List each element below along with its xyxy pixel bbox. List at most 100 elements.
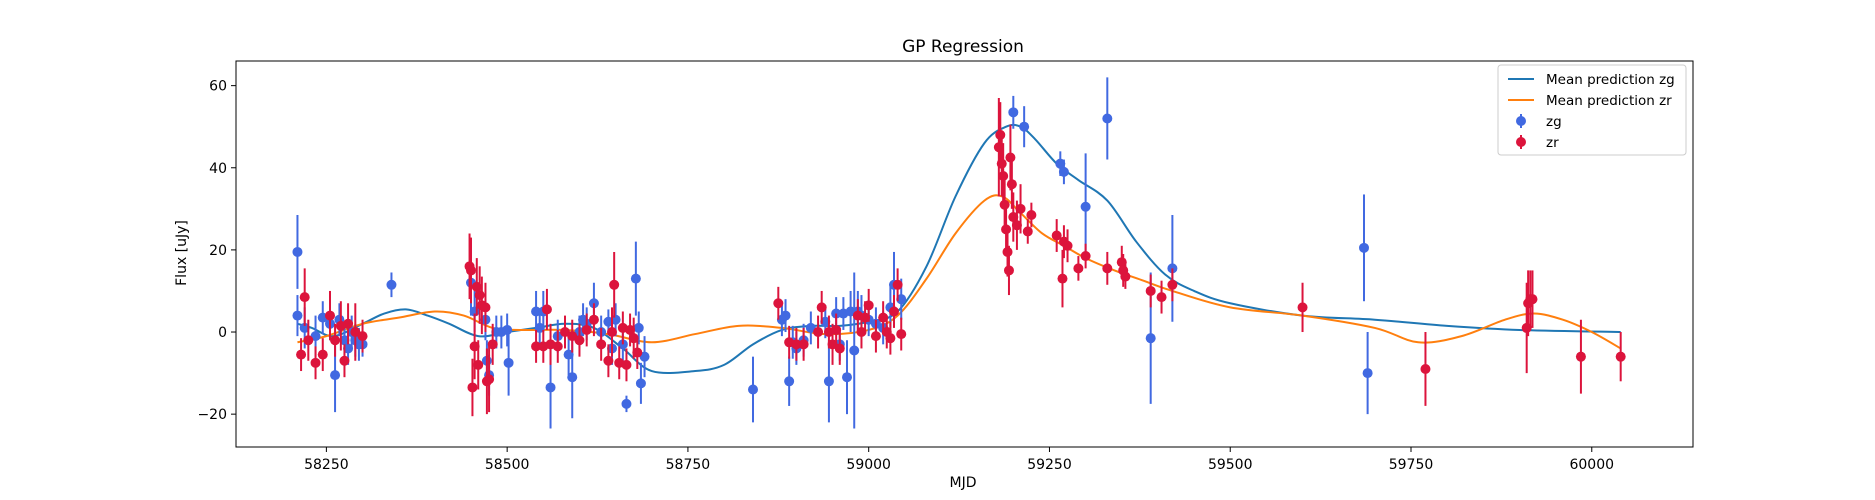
data-point: [467, 382, 478, 393]
x-tick-label: 59250: [1027, 457, 1072, 473]
data-point: [823, 376, 834, 387]
data-point: [885, 333, 896, 344]
x-tick-label: 58750: [666, 457, 711, 473]
data-point: [816, 302, 827, 313]
data-point: [863, 300, 874, 311]
data-point: [1015, 203, 1026, 214]
data-point: [343, 318, 354, 329]
data-point: [635, 378, 646, 389]
data-point: [531, 306, 542, 317]
data-point: [1080, 251, 1091, 262]
data-point: [343, 343, 354, 354]
data-point: [896, 294, 907, 305]
data-point: [1521, 322, 1532, 333]
data-point: [1026, 209, 1037, 220]
data-point: [1080, 201, 1091, 212]
legend-label: Mean prediction zr: [1546, 93, 1672, 109]
data-point: [531, 341, 542, 352]
data-point: [1102, 113, 1113, 124]
data-point: [849, 345, 860, 356]
data-point: [995, 129, 1006, 140]
data-point: [1073, 263, 1084, 274]
y-tick-label: 60: [209, 79, 227, 95]
data-point: [1102, 263, 1113, 274]
x-tick-label: 59000: [846, 457, 891, 473]
data-point: [292, 310, 303, 321]
data-point: [588, 314, 599, 325]
x-axis-label: MJD: [950, 475, 977, 491]
data-point: [303, 335, 314, 346]
x-tick-label: 60000: [1569, 457, 1614, 473]
data-point: [607, 327, 617, 338]
legend-label: Mean prediction zg: [1546, 72, 1675, 88]
data-point: [1002, 246, 1013, 257]
data-point: [563, 349, 574, 360]
data-point: [1062, 240, 1073, 251]
data-point: [1156, 292, 1167, 303]
data-point: [474, 290, 485, 301]
data-point: [820, 316, 831, 327]
data-point: [630, 273, 641, 284]
legend: Mean prediction zg Mean prediction zr zg zr: [1497, 64, 1687, 156]
data-point: [748, 384, 758, 395]
data-point: [581, 324, 592, 335]
data-point: [1055, 158, 1066, 169]
data-point: [502, 324, 513, 335]
data-point: [484, 374, 495, 385]
data-point: [621, 398, 632, 409]
data-point: [552, 341, 563, 352]
data-point: [339, 355, 350, 366]
data-point: [632, 347, 643, 358]
data-point: [628, 333, 639, 344]
data-point: [292, 246, 303, 257]
data-point: [603, 355, 614, 366]
chart-title: GP Regression: [902, 37, 1024, 57]
data-point: [998, 170, 1009, 181]
data-point: [330, 370, 341, 381]
data-point: [609, 279, 620, 290]
x-tick-label: 59750: [1389, 457, 1434, 473]
data-point: [480, 302, 491, 313]
data-point: [299, 322, 310, 333]
plot-frame: [235, 60, 1694, 448]
legend-marker-swatch: [1516, 137, 1526, 147]
data-point: [896, 329, 907, 340]
data-point: [357, 331, 368, 342]
x-tick-label: 59500: [1208, 457, 1253, 473]
data-point: [310, 357, 321, 368]
data-point: [1006, 179, 1017, 190]
data-point: [621, 359, 632, 370]
data-point: [1420, 363, 1431, 374]
data-point: [784, 376, 795, 387]
data-point: [534, 322, 545, 333]
data-point: [773, 298, 784, 309]
data-point: [889, 306, 899, 317]
legend-item: Mean prediction zg: [1508, 72, 1675, 88]
data-point: [567, 372, 578, 383]
data-point: [541, 304, 552, 315]
data-point: [798, 339, 809, 350]
data-point: [325, 310, 335, 321]
data-point: [1362, 368, 1373, 379]
y-tick-label: 0: [218, 325, 227, 341]
legend-label: zr: [1546, 135, 1559, 151]
data-point: [625, 324, 636, 335]
plot-area: [292, 77, 1626, 429]
data-point: [791, 339, 802, 350]
data-point: [892, 279, 903, 290]
data-point: [633, 322, 644, 333]
data-point: [780, 310, 791, 321]
data-point: [1527, 294, 1538, 305]
data-point: [831, 324, 842, 335]
data-point: [339, 335, 350, 346]
data-point: [1022, 226, 1033, 237]
data-point: [860, 312, 871, 323]
data-point: [1615, 351, 1626, 362]
data-point: [834, 343, 845, 354]
data-point: [842, 372, 852, 383]
data-point: [1297, 302, 1308, 313]
data-point: [1167, 279, 1178, 290]
data-point: [473, 359, 484, 370]
legend-label: zg: [1546, 114, 1562, 130]
